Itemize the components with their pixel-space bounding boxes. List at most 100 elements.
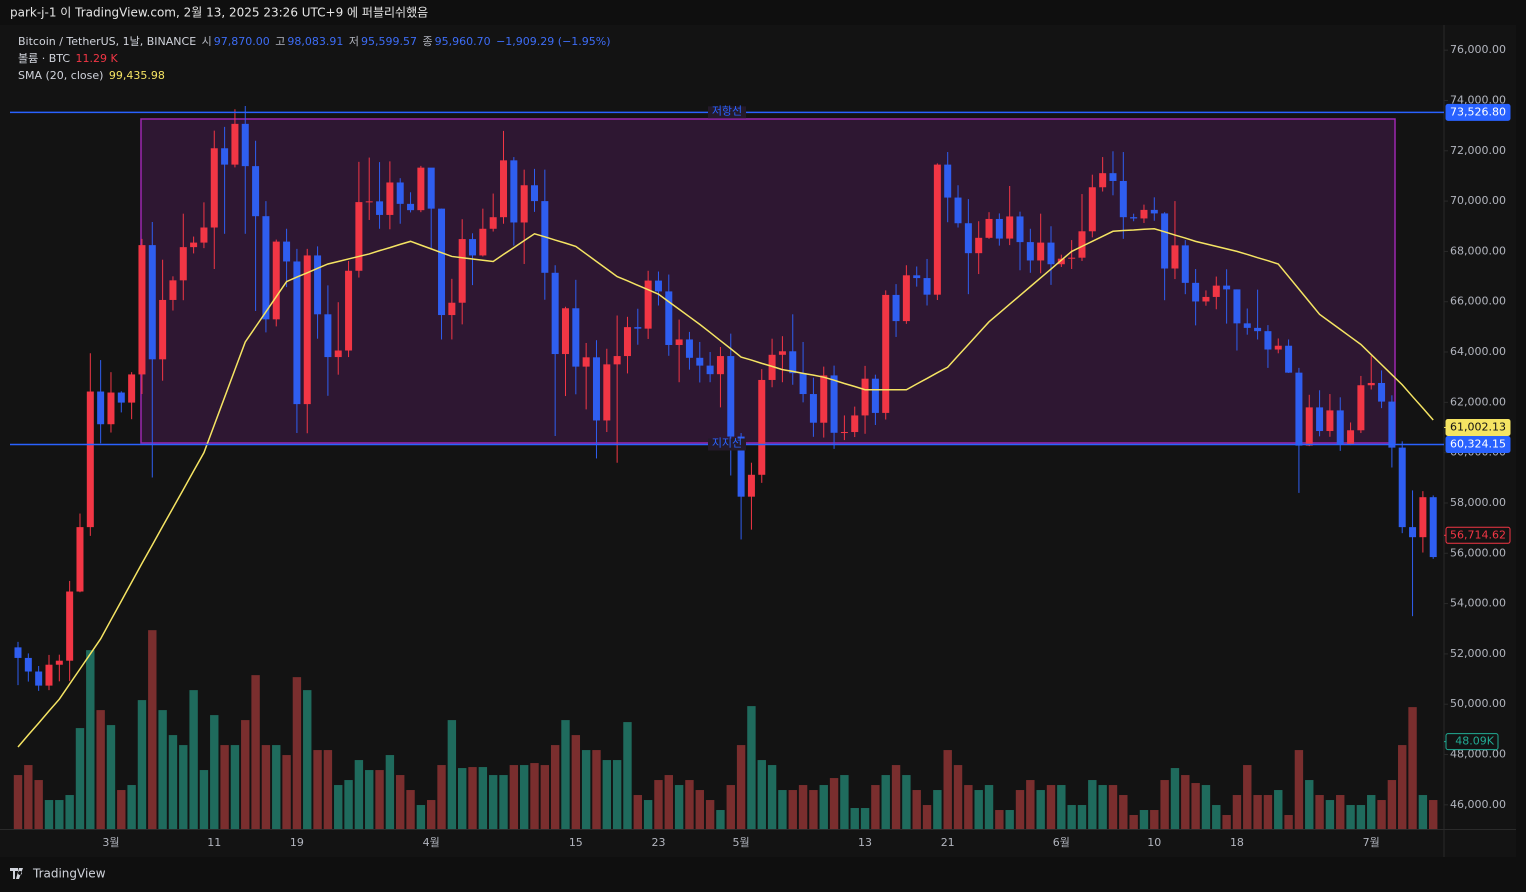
candle-body xyxy=(1078,231,1086,258)
volume-bar xyxy=(922,805,932,829)
volume-bar xyxy=(943,750,952,829)
candle-body xyxy=(685,339,693,358)
volume-bar xyxy=(819,785,828,829)
volume-bar xyxy=(1418,795,1428,829)
x-tick-label: 5월 xyxy=(733,836,750,849)
volume-bar xyxy=(148,630,157,829)
volume-bar xyxy=(860,808,870,829)
y-tick-label: 48,000.00 xyxy=(1450,748,1506,761)
volume-bar xyxy=(1005,810,1014,829)
volume-bar xyxy=(1284,815,1293,829)
line-label-bg xyxy=(708,438,746,451)
candle-body xyxy=(438,208,446,316)
y-tick-label: 76,000.00 xyxy=(1450,43,1506,56)
x-tick-label: 18 xyxy=(1230,836,1244,849)
volume-bar xyxy=(654,780,663,829)
volume-bar xyxy=(1387,780,1397,829)
candle-body xyxy=(1326,410,1334,432)
candle-body xyxy=(830,375,838,433)
candle-body xyxy=(923,278,931,295)
volume-bar xyxy=(86,650,95,829)
x-tick-label: 19 xyxy=(290,836,304,849)
legend-row: 볼륨 · BTC 11.29 K xyxy=(18,50,613,67)
candle-body xyxy=(737,436,745,497)
volume-bar xyxy=(602,760,612,829)
candle-body xyxy=(820,375,828,423)
volume-value: 11.29 K xyxy=(75,52,118,65)
volume-bar xyxy=(168,735,178,829)
volume-bar xyxy=(210,715,219,829)
candle-body xyxy=(582,357,590,367)
volume-bar xyxy=(75,728,85,829)
line-price-label-bg xyxy=(1445,103,1511,121)
volume-bar xyxy=(519,765,529,829)
volume-bar xyxy=(1222,815,1231,829)
candle-body xyxy=(1109,173,1117,181)
candle-body xyxy=(190,242,198,248)
volume-bar xyxy=(633,795,642,829)
candle-body xyxy=(861,378,869,416)
volume-bar xyxy=(643,800,653,829)
candle-body xyxy=(1192,282,1200,302)
volume-bar xyxy=(984,785,994,829)
candle-body xyxy=(241,123,249,167)
candle-body xyxy=(1088,187,1096,232)
candle-body xyxy=(427,167,435,209)
volume-bar xyxy=(1232,795,1242,829)
candle-body xyxy=(314,255,322,315)
volume-bar xyxy=(747,706,756,829)
ohlc-label: 종 xyxy=(422,35,433,48)
price-marker-label: 61,002.13 xyxy=(1450,420,1506,433)
volume-bar xyxy=(530,763,539,829)
volume-bar xyxy=(416,805,426,829)
volume-bar xyxy=(964,785,973,829)
candle-body xyxy=(954,197,962,224)
candle-body xyxy=(272,241,280,320)
y-tick-label: 56,000.00 xyxy=(1450,546,1506,559)
volume-bar xyxy=(1046,785,1056,829)
candle-body xyxy=(758,379,766,475)
volume-bar xyxy=(871,785,880,829)
candle-body xyxy=(902,275,910,322)
volume-bar xyxy=(1170,768,1180,829)
candle-body xyxy=(644,280,652,329)
volume-bar xyxy=(447,720,457,829)
line-label-bg xyxy=(708,106,746,119)
volume-bar xyxy=(1325,800,1335,829)
volume-pane xyxy=(13,630,1438,829)
candle-body xyxy=(603,364,611,421)
y-tick-label: 52,000.00 xyxy=(1450,647,1506,660)
candle-body xyxy=(293,261,301,405)
candle-body xyxy=(107,392,115,425)
candle-body xyxy=(1223,285,1231,290)
volume-bar xyxy=(1346,805,1355,829)
volume-marker-bg xyxy=(1445,733,1499,751)
candle-body xyxy=(500,160,508,218)
volume-bar xyxy=(65,795,74,829)
volume-bar xyxy=(1015,790,1025,829)
candle-body xyxy=(458,239,466,303)
volume-bar xyxy=(1129,815,1138,829)
candle-body xyxy=(706,365,714,375)
candle-body xyxy=(1212,285,1220,297)
publish-info: park-j-1 이 TradingView.com, 2월 13, 2025 … xyxy=(10,6,428,20)
candle-body xyxy=(1367,382,1375,386)
candle-body xyxy=(417,167,425,211)
volume-bar xyxy=(850,808,859,829)
candle-body xyxy=(747,474,755,497)
volume-bar xyxy=(778,790,787,829)
candle-body xyxy=(1305,407,1313,446)
candle-body xyxy=(665,291,673,345)
volume-bar xyxy=(767,765,777,829)
volume-bar xyxy=(189,690,198,829)
volume-bar xyxy=(891,765,901,829)
volume-bar xyxy=(1119,795,1128,829)
volume-bar xyxy=(1367,795,1376,829)
ohlc-label: 고 xyxy=(275,35,286,48)
volume-bar xyxy=(96,710,105,829)
volume-bar xyxy=(550,745,560,829)
legend: Bitcoin / TetherUS, 1날, BINANCE 시 97,870.… xyxy=(18,33,613,84)
candle-body xyxy=(35,671,43,686)
y-tick-label: 72,000.00 xyxy=(1450,144,1506,157)
volume-bar xyxy=(695,790,704,829)
